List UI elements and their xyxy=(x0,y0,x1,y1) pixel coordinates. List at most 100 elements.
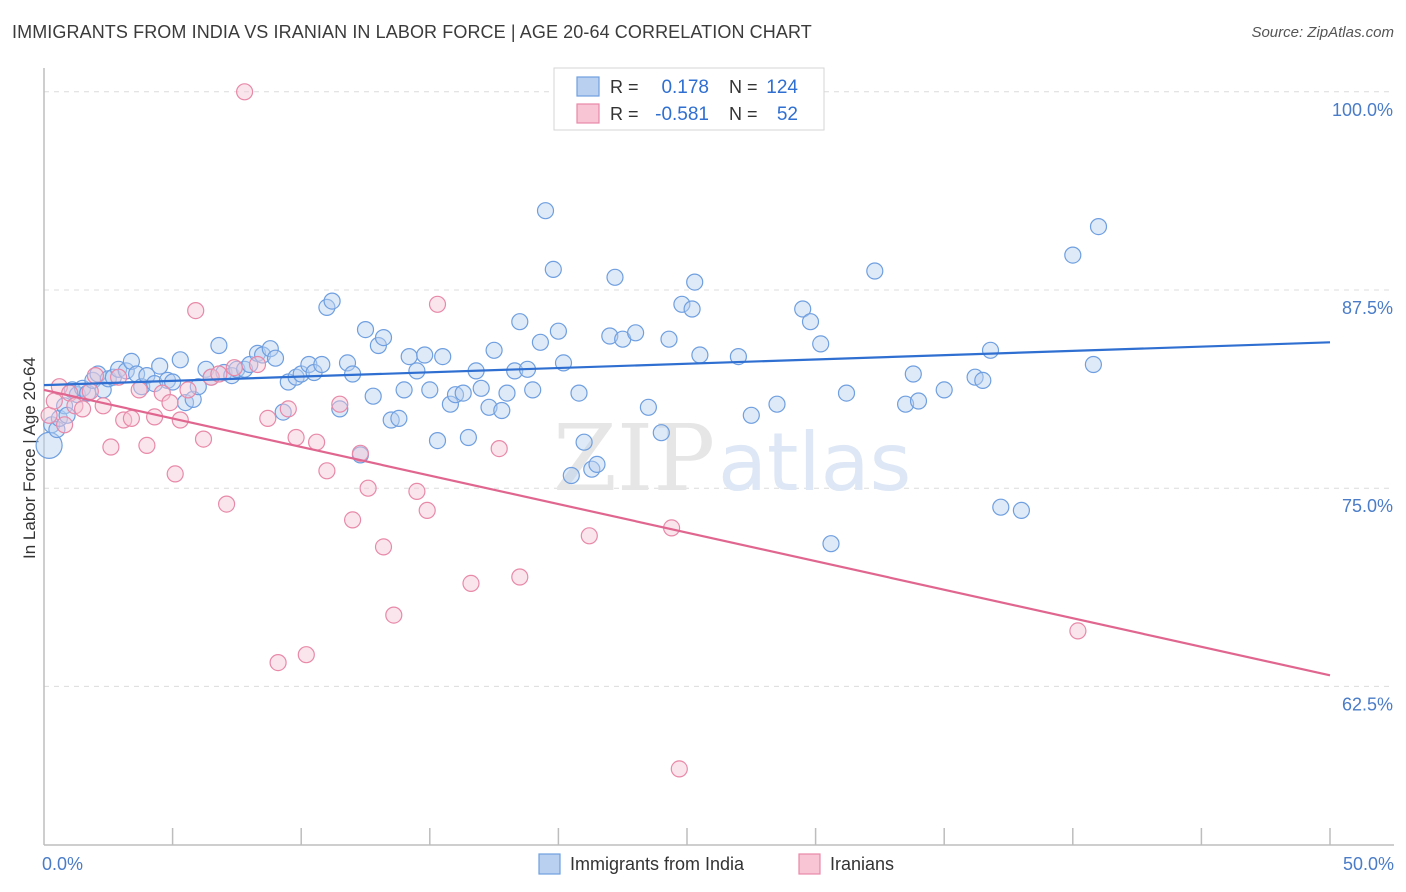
legend-r-label-iranians: R = xyxy=(610,104,639,124)
point-india-117 xyxy=(981,341,1000,359)
point-india-70 xyxy=(459,428,477,447)
point-india-75 xyxy=(493,401,511,420)
point-iranians-26 xyxy=(218,495,236,513)
point-iranians-43 xyxy=(408,482,426,500)
legend-r-value-india: 0.178 xyxy=(661,77,709,98)
point-india-118 xyxy=(992,498,1010,516)
point-india-112 xyxy=(904,365,922,383)
point-india-105 xyxy=(794,300,812,318)
point-india-96 xyxy=(652,424,670,442)
point-india-111 xyxy=(896,395,915,413)
point-india-81 xyxy=(531,333,550,351)
legend-n-value-iranians: 52 xyxy=(777,104,798,125)
source-label: Source: ZipAtlas.com xyxy=(1251,24,1394,41)
point-india-84 xyxy=(549,322,568,340)
point-iranians-18 xyxy=(161,394,179,412)
series-legend: Immigrants from India Iranians xyxy=(538,853,894,875)
legend-r-value-iranians: -0.581 xyxy=(655,104,709,125)
point-iranians-41 xyxy=(374,538,393,556)
point-india-120 xyxy=(1064,246,1082,264)
y-tick-label-0: 100.0% xyxy=(1332,100,1393,120)
point-iranians-40 xyxy=(359,479,377,497)
point-india-92 xyxy=(606,268,624,286)
point-iranians-2 xyxy=(50,378,69,396)
point-iranians-13 xyxy=(122,409,140,427)
point-india-104 xyxy=(768,395,786,413)
point-india-77 xyxy=(506,362,524,380)
point-iranians-10 xyxy=(102,438,120,456)
point-iranians-22 xyxy=(187,302,205,320)
point-india-114 xyxy=(935,381,953,399)
y-axis-label: In Labor Force | Age 20-64 xyxy=(20,357,39,559)
point-india-69 xyxy=(454,384,472,402)
point-iranians-23 xyxy=(194,430,213,448)
point-iranians-36 xyxy=(318,462,336,480)
point-iranians-33 xyxy=(287,428,305,447)
point-iranians-0 xyxy=(40,406,58,424)
point-india-101 xyxy=(691,346,709,364)
point-india-108 xyxy=(822,535,840,553)
series-swatch-india xyxy=(538,853,561,875)
legend-n-label-iranians: N = xyxy=(729,104,758,124)
watermark-zip: ZIP xyxy=(553,405,715,512)
point-india-64 xyxy=(421,381,439,399)
point-iranians-15 xyxy=(138,436,156,454)
point-iranians-51 xyxy=(670,760,688,778)
point-india-100 xyxy=(686,273,704,291)
point-india-74 xyxy=(485,341,503,359)
point-india-110 xyxy=(866,262,884,280)
point-iranians-21 xyxy=(179,381,197,399)
point-iranians-52 xyxy=(1069,622,1087,640)
point-india-49 xyxy=(323,292,341,310)
point-india-25 xyxy=(171,351,189,369)
point-india-102 xyxy=(729,348,748,366)
point-india-72 xyxy=(472,379,490,397)
legend-n-value-india: 124 xyxy=(766,77,798,98)
point-india-86 xyxy=(562,466,580,485)
point-india-99 xyxy=(683,300,701,318)
point-india-116 xyxy=(974,371,992,389)
point-iranians-3 xyxy=(55,416,74,434)
x-tick-label-1: 50.0% xyxy=(1343,854,1394,874)
point-iranians-42 xyxy=(385,606,403,624)
point-india-103 xyxy=(742,406,760,424)
point-india-78 xyxy=(511,313,529,331)
point-india-91 xyxy=(601,327,619,345)
point-india-40 xyxy=(266,349,285,367)
point-india-80 xyxy=(524,381,542,399)
point-india-59 xyxy=(390,409,408,427)
point-iranians-29 xyxy=(248,355,267,374)
point-india-83 xyxy=(544,260,562,278)
point-india-27 xyxy=(184,390,202,408)
point-india-50 xyxy=(331,400,349,418)
y-tick-label-1: 87.5% xyxy=(1342,298,1393,318)
point-india-73 xyxy=(480,398,498,416)
point-india-31 xyxy=(210,336,228,355)
grid-lines xyxy=(44,91,1394,687)
point-india-57 xyxy=(374,329,393,347)
point-iranians-16 xyxy=(146,408,164,426)
point-india-106 xyxy=(801,313,820,331)
watermark: ZIP atlas xyxy=(553,405,911,512)
point-india-109 xyxy=(837,384,856,402)
point-iranians-44 xyxy=(418,501,436,519)
point-india-89 xyxy=(583,460,601,478)
point-iranians-7 xyxy=(81,382,99,401)
point-india-62 xyxy=(408,362,426,380)
point-iranians-30 xyxy=(259,409,277,427)
point-iranians-49 xyxy=(580,527,598,545)
stats-legend: R = 0.178 N = 124 R = -0.581 N = 52 xyxy=(553,67,825,131)
point-india-119 xyxy=(1012,501,1031,519)
point-india-76 xyxy=(498,384,516,402)
point-iranians-8 xyxy=(86,367,105,385)
y-tick-label-3: 62.5% xyxy=(1342,694,1393,714)
point-india-39 xyxy=(261,340,279,358)
x-tick-label-0: 0.0% xyxy=(42,854,83,874)
point-india-41 xyxy=(274,403,292,421)
point-iranians-46 xyxy=(462,574,480,593)
point-iranians-19 xyxy=(166,465,184,483)
point-india-88 xyxy=(575,433,593,451)
point-india-54 xyxy=(356,321,375,339)
point-india-67 xyxy=(441,395,459,413)
series-swatch-iranians xyxy=(798,853,821,875)
